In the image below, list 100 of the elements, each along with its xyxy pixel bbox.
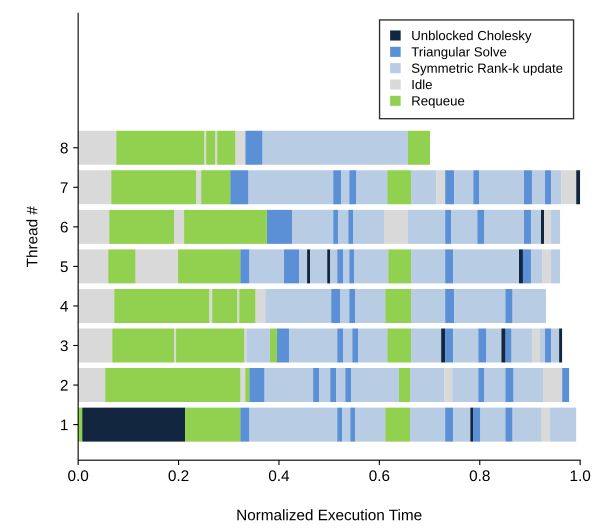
bar bbox=[551, 249, 560, 284]
bar bbox=[453, 328, 478, 362]
bar bbox=[410, 249, 446, 284]
bar bbox=[354, 249, 388, 284]
y-tick-label: 5 bbox=[60, 261, 68, 272]
bar bbox=[410, 408, 446, 442]
bar bbox=[512, 288, 546, 323]
bar bbox=[511, 328, 532, 362]
bar bbox=[445, 249, 454, 284]
bar bbox=[230, 170, 248, 204]
bar bbox=[512, 408, 542, 442]
bar bbox=[562, 368, 570, 402]
bar bbox=[445, 170, 454, 204]
bar bbox=[206, 130, 216, 165]
bar bbox=[478, 368, 484, 402]
y-tick-label: 7 bbox=[60, 182, 68, 193]
bar bbox=[337, 328, 344, 362]
bar bbox=[544, 210, 552, 244]
bar bbox=[209, 288, 212, 323]
bar bbox=[78, 210, 110, 244]
bar bbox=[532, 170, 546, 204]
bar bbox=[530, 210, 542, 244]
bar bbox=[108, 249, 136, 284]
bar bbox=[484, 368, 506, 402]
bar bbox=[541, 210, 544, 244]
bar bbox=[453, 249, 519, 284]
bar bbox=[212, 288, 238, 323]
bar bbox=[545, 328, 552, 362]
bar bbox=[340, 288, 350, 323]
bar bbox=[135, 249, 178, 284]
bar bbox=[338, 210, 348, 244]
bar bbox=[343, 328, 352, 362]
bar bbox=[505, 328, 512, 362]
bar bbox=[265, 288, 332, 323]
bar bbox=[398, 368, 410, 402]
bar bbox=[479, 170, 524, 204]
bar bbox=[185, 408, 240, 442]
bar bbox=[477, 210, 484, 244]
bar bbox=[333, 170, 342, 204]
y-tick-label: 8 bbox=[60, 142, 68, 154]
bar bbox=[408, 130, 430, 165]
bar bbox=[384, 210, 408, 244]
bar bbox=[319, 368, 330, 402]
bar bbox=[353, 210, 384, 244]
bar bbox=[105, 368, 240, 402]
bar bbox=[444, 368, 452, 402]
bar bbox=[288, 328, 338, 362]
bar bbox=[348, 210, 354, 244]
x-axis-title: Normalized Execution Time bbox=[237, 509, 422, 520]
bar bbox=[505, 408, 512, 442]
bar bbox=[545, 170, 552, 204]
legend-label: Symmetric Rank-k update bbox=[412, 63, 562, 76]
bar bbox=[345, 368, 352, 402]
bar bbox=[201, 170, 230, 204]
bar bbox=[330, 368, 336, 402]
bar bbox=[235, 130, 246, 165]
bar bbox=[387, 170, 411, 204]
bar bbox=[478, 328, 486, 362]
bar bbox=[441, 328, 446, 362]
bar bbox=[518, 249, 523, 284]
bar bbox=[264, 368, 314, 402]
bar bbox=[445, 328, 454, 362]
y-tick-label: 4 bbox=[60, 300, 68, 312]
bar bbox=[410, 170, 436, 204]
bar bbox=[82, 408, 186, 442]
bar bbox=[249, 408, 338, 442]
bar bbox=[284, 249, 300, 284]
x-tick-label: 1.0 bbox=[570, 470, 590, 482]
bar bbox=[249, 249, 284, 284]
bar bbox=[116, 130, 204, 165]
bar bbox=[349, 249, 354, 284]
bar bbox=[349, 288, 356, 323]
bar bbox=[343, 249, 350, 284]
bar bbox=[240, 368, 246, 402]
x-tick-label: 0.4 bbox=[268, 470, 290, 482]
y-tick-label: 2 bbox=[60, 380, 68, 391]
bar bbox=[352, 328, 358, 362]
bar bbox=[355, 288, 386, 323]
bar bbox=[505, 288, 512, 323]
bar bbox=[454, 170, 474, 204]
bar bbox=[109, 210, 174, 244]
bar bbox=[276, 328, 289, 362]
bar bbox=[336, 368, 346, 402]
bar bbox=[385, 288, 411, 323]
bar bbox=[436, 170, 446, 204]
bar bbox=[78, 288, 114, 323]
bar bbox=[327, 249, 330, 284]
bar bbox=[410, 368, 444, 402]
bar bbox=[410, 288, 446, 323]
bar bbox=[551, 170, 562, 204]
bar bbox=[217, 130, 236, 165]
y-tick-label: 1 bbox=[61, 420, 68, 430]
bar bbox=[445, 288, 454, 323]
bar bbox=[470, 408, 474, 442]
bar bbox=[196, 170, 202, 204]
bar bbox=[505, 368, 514, 402]
bar bbox=[559, 328, 562, 362]
bar bbox=[337, 249, 344, 284]
bar bbox=[524, 170, 532, 204]
bar bbox=[178, 249, 240, 284]
